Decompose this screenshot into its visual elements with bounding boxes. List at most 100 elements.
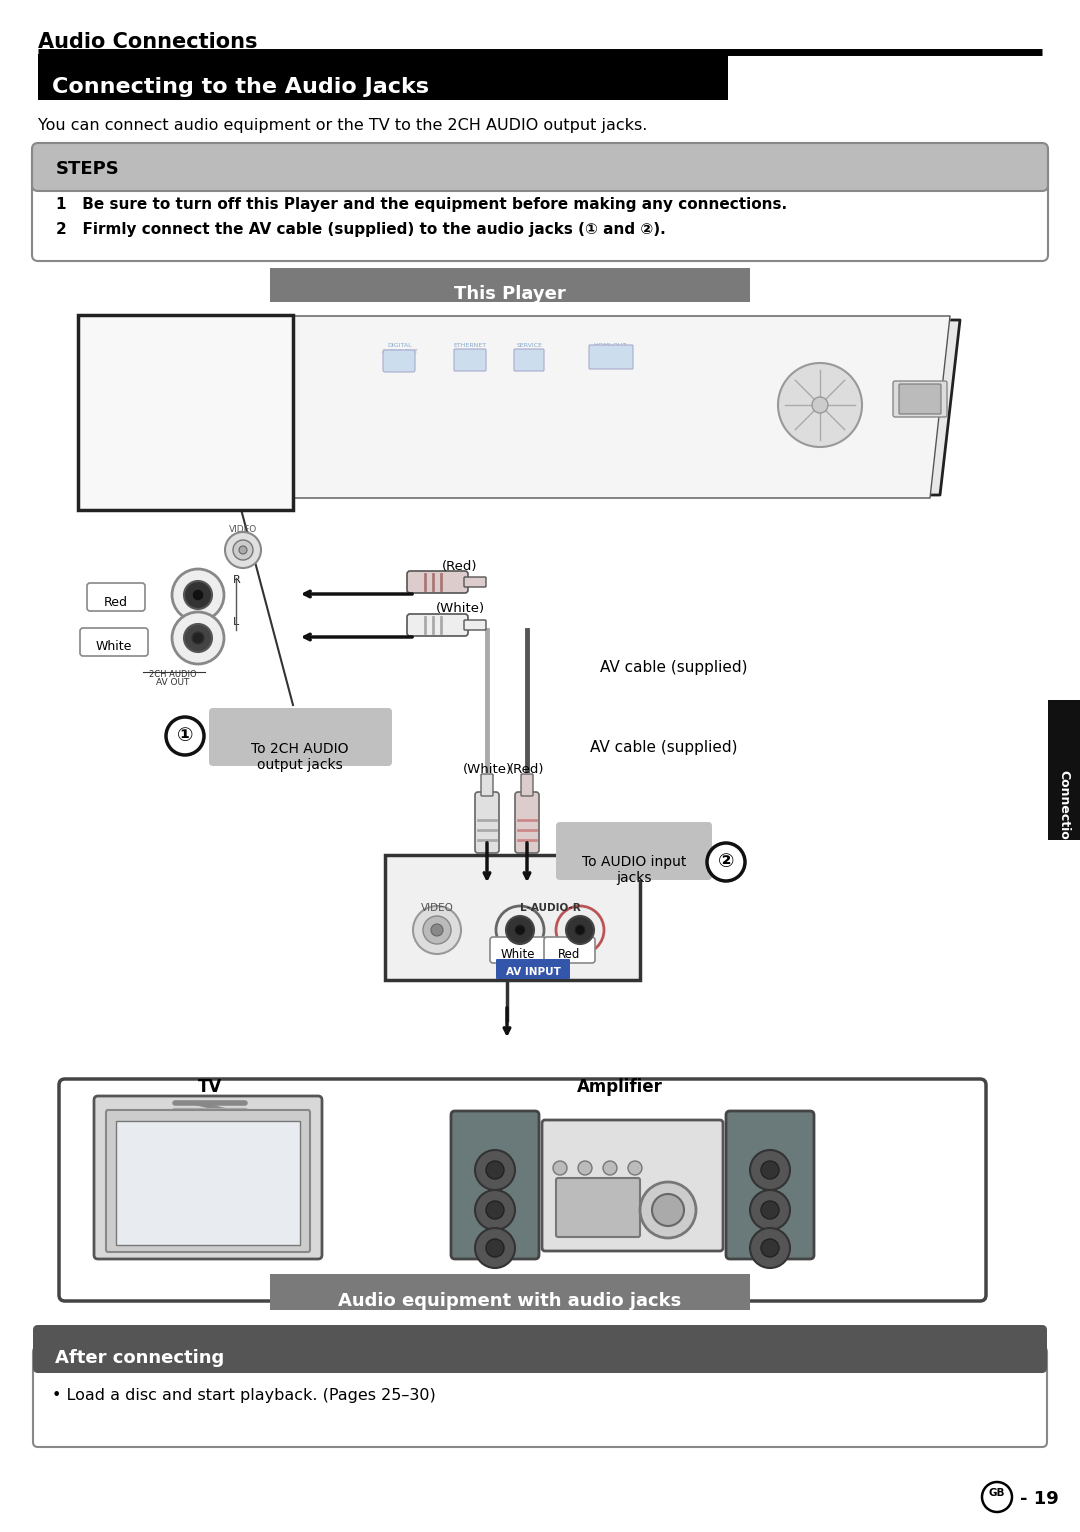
FancyBboxPatch shape bbox=[210, 708, 392, 766]
Circle shape bbox=[192, 588, 204, 601]
Circle shape bbox=[188, 388, 208, 408]
FancyBboxPatch shape bbox=[383, 349, 415, 372]
Text: Audio equipment with audio jacks: Audio equipment with audio jacks bbox=[338, 1291, 681, 1310]
Circle shape bbox=[982, 1481, 1012, 1512]
FancyBboxPatch shape bbox=[521, 774, 534, 797]
Text: (White): (White) bbox=[435, 602, 485, 614]
Text: White: White bbox=[96, 640, 132, 653]
Text: (Red): (Red) bbox=[510, 763, 544, 777]
FancyBboxPatch shape bbox=[454, 349, 486, 371]
Text: After connecting: After connecting bbox=[55, 1350, 225, 1367]
Text: 1   Be sure to turn off this Player and the equipment before making any connecti: 1 Be sure to turn off this Player and th… bbox=[56, 198, 787, 211]
Text: 2CH AUDIO: 2CH AUDIO bbox=[149, 669, 197, 679]
Text: White: White bbox=[501, 948, 536, 961]
Text: L: L bbox=[233, 617, 240, 627]
FancyBboxPatch shape bbox=[515, 792, 539, 853]
Circle shape bbox=[431, 924, 443, 936]
FancyBboxPatch shape bbox=[33, 1347, 1047, 1448]
Circle shape bbox=[707, 843, 745, 881]
Text: STEPS: STEPS bbox=[56, 159, 120, 178]
FancyBboxPatch shape bbox=[542, 1120, 723, 1252]
Text: Connection: Connection bbox=[1057, 771, 1070, 849]
FancyBboxPatch shape bbox=[556, 1178, 640, 1236]
Circle shape bbox=[190, 345, 206, 360]
Circle shape bbox=[515, 925, 525, 935]
FancyBboxPatch shape bbox=[32, 142, 1048, 192]
FancyBboxPatch shape bbox=[59, 1079, 986, 1301]
Text: This Player: This Player bbox=[454, 285, 566, 303]
Text: (White): (White) bbox=[462, 763, 512, 777]
Circle shape bbox=[423, 916, 451, 944]
Circle shape bbox=[172, 568, 224, 620]
Text: ②: ② bbox=[718, 852, 734, 872]
Circle shape bbox=[225, 532, 261, 568]
Text: COMPONENT
VIDEO OUT: COMPONENT VIDEO OUT bbox=[160, 423, 195, 434]
FancyBboxPatch shape bbox=[464, 578, 486, 587]
Circle shape bbox=[192, 633, 204, 643]
Circle shape bbox=[158, 369, 176, 388]
Text: ETHERNET: ETHERNET bbox=[454, 343, 487, 348]
FancyBboxPatch shape bbox=[78, 316, 293, 510]
Circle shape bbox=[761, 1201, 779, 1219]
Text: L-AUDIO-R: L-AUDIO-R bbox=[519, 902, 580, 913]
Circle shape bbox=[188, 365, 208, 385]
Circle shape bbox=[172, 611, 224, 663]
Circle shape bbox=[163, 374, 171, 381]
Text: 2   Firmly connect the AV cable (supplied) to the audio jacks (① and ②).: 2 Firmly connect the AV cable (supplied)… bbox=[56, 222, 665, 237]
Text: AV cable (supplied): AV cable (supplied) bbox=[590, 740, 738, 755]
Text: Pro Ch: Pro Ch bbox=[160, 394, 183, 398]
FancyBboxPatch shape bbox=[893, 381, 947, 417]
Circle shape bbox=[496, 905, 544, 954]
Circle shape bbox=[652, 1193, 684, 1226]
Text: VIDEO: VIDEO bbox=[229, 525, 257, 535]
FancyBboxPatch shape bbox=[481, 774, 492, 797]
Text: HDMI OUT: HDMI OUT bbox=[594, 343, 626, 348]
Text: AV OUT: AV OUT bbox=[157, 679, 190, 686]
FancyBboxPatch shape bbox=[490, 938, 546, 964]
Text: SERVICE: SERVICE bbox=[517, 343, 543, 348]
Text: To AUDIO input
jacks: To AUDIO input jacks bbox=[582, 855, 686, 885]
Polygon shape bbox=[130, 316, 950, 498]
Circle shape bbox=[193, 371, 203, 380]
Circle shape bbox=[812, 397, 828, 414]
Circle shape bbox=[486, 1161, 504, 1180]
Text: Red: Red bbox=[557, 948, 580, 961]
Text: AV cable (supplied): AV cable (supplied) bbox=[600, 660, 747, 676]
Circle shape bbox=[239, 545, 247, 555]
FancyBboxPatch shape bbox=[270, 1275, 750, 1310]
Circle shape bbox=[163, 355, 171, 365]
Circle shape bbox=[475, 1151, 515, 1190]
FancyBboxPatch shape bbox=[407, 614, 468, 636]
Circle shape bbox=[475, 1229, 515, 1268]
Circle shape bbox=[566, 916, 594, 944]
Circle shape bbox=[750, 1151, 789, 1190]
Text: • Load a disc and start playback. (Pages 25–30): • Load a disc and start playback. (Pages… bbox=[52, 1388, 435, 1403]
Text: Red: Red bbox=[104, 596, 129, 610]
FancyBboxPatch shape bbox=[384, 855, 640, 980]
Circle shape bbox=[750, 1229, 789, 1268]
Text: ①: ① bbox=[177, 726, 193, 745]
FancyBboxPatch shape bbox=[726, 1111, 814, 1259]
FancyBboxPatch shape bbox=[514, 349, 544, 371]
Circle shape bbox=[603, 1161, 617, 1175]
FancyBboxPatch shape bbox=[556, 823, 712, 879]
Circle shape bbox=[193, 394, 203, 403]
Text: To 2CH AUDIO
output jacks: To 2CH AUDIO output jacks bbox=[252, 741, 349, 772]
FancyBboxPatch shape bbox=[80, 628, 148, 656]
Text: R: R bbox=[212, 371, 217, 380]
Circle shape bbox=[486, 1201, 504, 1219]
Circle shape bbox=[413, 905, 461, 954]
FancyBboxPatch shape bbox=[94, 1095, 322, 1259]
Text: AV INPUT: AV INPUT bbox=[505, 967, 561, 977]
FancyBboxPatch shape bbox=[899, 385, 941, 414]
FancyBboxPatch shape bbox=[407, 571, 468, 593]
FancyBboxPatch shape bbox=[1048, 700, 1080, 840]
Circle shape bbox=[233, 539, 253, 561]
FancyBboxPatch shape bbox=[464, 620, 486, 630]
Text: TV: TV bbox=[198, 1079, 222, 1095]
FancyBboxPatch shape bbox=[589, 345, 633, 369]
FancyBboxPatch shape bbox=[116, 1121, 300, 1246]
Text: AV OUT: AV OUT bbox=[185, 423, 208, 427]
Text: R: R bbox=[233, 574, 241, 585]
Circle shape bbox=[507, 916, 534, 944]
